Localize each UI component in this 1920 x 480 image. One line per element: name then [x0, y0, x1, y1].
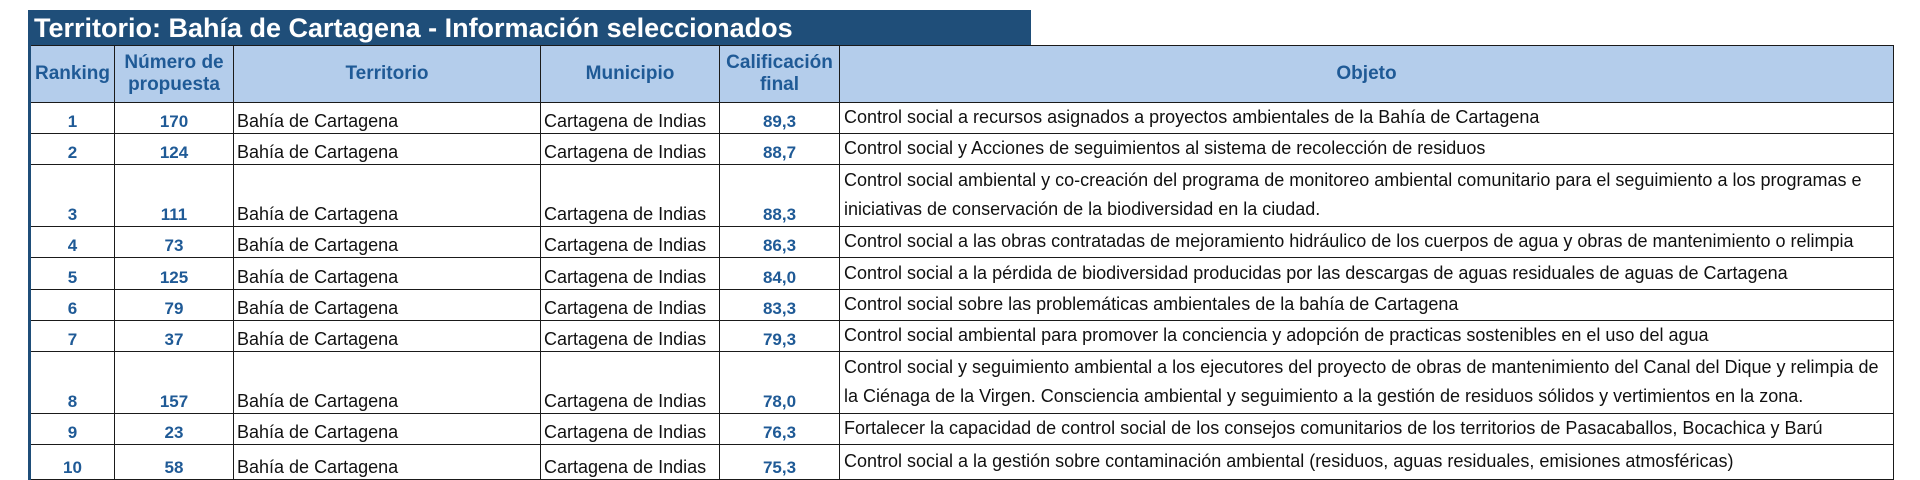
cell-objeto: Fortalecer la capacidad de control socia… [839, 413, 1894, 445]
column-header-objeto: Objeto [839, 45, 1894, 103]
cell-territorio: Bahía de Cartagena [233, 133, 541, 165]
cell-objeto: Control social ambiental y co-creación d… [839, 164, 1894, 227]
cell-numero: 125 [114, 257, 234, 290]
cell-calificacion: 75,3 [719, 444, 840, 480]
proposals-table: Ranking Número de propuesta Territorio M… [28, 45, 1894, 480]
cell-territorio: Bahía de Cartagena [233, 226, 541, 258]
table-row: 6 79 Bahía de Cartagena Cartagena de Ind… [28, 289, 1894, 321]
cell-calificacion: 78,0 [719, 351, 840, 414]
cell-calificacion: 88,7 [719, 133, 840, 165]
cell-territorio: Bahía de Cartagena [233, 351, 541, 414]
cell-objeto: Control social a recursos asignados a pr… [839, 102, 1894, 134]
cell-municipio: Cartagena de Indias [540, 413, 720, 445]
cell-municipio: Cartagena de Indias [540, 257, 720, 290]
cell-numero: 111 [114, 164, 234, 227]
cell-municipio: Cartagena de Indias [540, 444, 720, 480]
column-header-ranking: Ranking [28, 45, 115, 103]
table-row: 10 58 Bahía de Cartagena Cartagena de In… [28, 444, 1894, 480]
cell-ranking: 7 [28, 320, 115, 352]
cell-municipio: Cartagena de Indias [540, 351, 720, 414]
cell-numero: 157 [114, 351, 234, 414]
cell-territorio: Bahía de Cartagena [233, 413, 541, 445]
cell-objeto: Control social a las obras contratadas d… [839, 226, 1894, 258]
cell-ranking: 1 [28, 102, 115, 134]
table-row: 7 37 Bahía de Cartagena Cartagena de Ind… [28, 320, 1894, 352]
cell-territorio: Bahía de Cartagena [233, 257, 541, 290]
cell-numero: 170 [114, 102, 234, 134]
cell-territorio: Bahía de Cartagena [233, 289, 541, 321]
table-row: 1 170 Bahía de Cartagena Cartagena de In… [28, 102, 1894, 134]
table-row: 3 111 Bahía de Cartagena Cartagena de In… [28, 164, 1894, 227]
cell-calificacion: 84,0 [719, 257, 840, 290]
cell-ranking: 4 [28, 226, 115, 258]
cell-objeto: Control social sobre las problemáticas a… [839, 289, 1894, 321]
table-row: 4 73 Bahía de Cartagena Cartagena de Ind… [28, 226, 1894, 258]
cell-municipio: Cartagena de Indias [540, 226, 720, 258]
table-row: 5 125 Bahía de Cartagena Cartagena de In… [28, 257, 1894, 290]
cell-calificacion: 83,3 [719, 289, 840, 321]
cell-calificacion: 86,3 [719, 226, 840, 258]
table-row: 8 157 Bahía de Cartagena Cartagena de In… [28, 351, 1894, 414]
cell-ranking: 3 [28, 164, 115, 227]
cell-ranking: 10 [28, 444, 115, 480]
cell-territorio: Bahía de Cartagena [233, 102, 541, 134]
column-header-numero: Número de propuesta [114, 45, 234, 103]
cell-numero: 58 [114, 444, 234, 480]
cell-ranking: 9 [28, 413, 115, 445]
cell-objeto: Control social y Acciones de seguimiento… [839, 133, 1894, 165]
cell-municipio: Cartagena de Indias [540, 102, 720, 134]
cell-ranking: 8 [28, 351, 115, 414]
cell-territorio: Bahía de Cartagena [233, 444, 541, 480]
cell-numero: 23 [114, 413, 234, 445]
cell-numero: 73 [114, 226, 234, 258]
cell-calificacion: 79,3 [719, 320, 840, 352]
cell-calificacion: 88,3 [719, 164, 840, 227]
cell-numero: 37 [114, 320, 234, 352]
cell-objeto: Control social a la gestión sobre contam… [839, 444, 1894, 480]
cell-municipio: Cartagena de Indias [540, 133, 720, 165]
table-header-row: Ranking Número de propuesta Territorio M… [28, 45, 1894, 103]
cell-territorio: Bahía de Cartagena [233, 164, 541, 227]
column-header-calificacion: Calificación final [719, 45, 840, 103]
cell-objeto: Control social ambiental para promover l… [839, 320, 1894, 352]
cell-calificacion: 89,3 [719, 102, 840, 134]
cell-municipio: Cartagena de Indias [540, 289, 720, 321]
cell-municipio: Cartagena de Indias [540, 164, 720, 227]
cell-ranking: 5 [28, 257, 115, 290]
cell-municipio: Cartagena de Indias [540, 320, 720, 352]
cell-numero: 79 [114, 289, 234, 321]
cell-objeto: Control social y seguimiento ambiental a… [839, 351, 1894, 414]
cell-ranking: 6 [28, 289, 115, 321]
table-row: 2 124 Bahía de Cartagena Cartagena de In… [28, 133, 1894, 165]
cell-territorio: Bahía de Cartagena [233, 320, 541, 352]
column-header-territorio: Territorio [233, 45, 541, 103]
column-header-municipio: Municipio [540, 45, 720, 103]
table-title: Territorio: Bahía de Cartagena - Informa… [28, 10, 1031, 45]
cell-ranking: 2 [28, 133, 115, 165]
cell-objeto: Control social a la pérdida de biodivers… [839, 257, 1894, 290]
cell-calificacion: 76,3 [719, 413, 840, 445]
table-row: 9 23 Bahía de Cartagena Cartagena de Ind… [28, 413, 1894, 445]
cell-numero: 124 [114, 133, 234, 165]
